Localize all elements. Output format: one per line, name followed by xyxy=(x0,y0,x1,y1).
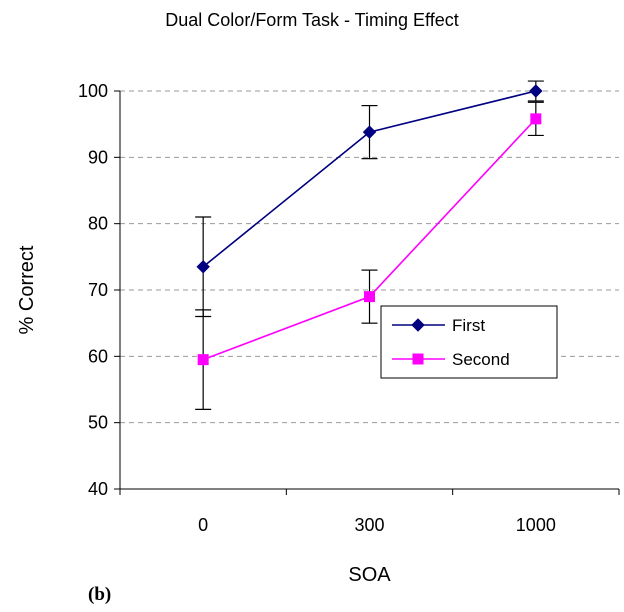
legend-box xyxy=(380,305,558,379)
legend-marker xyxy=(412,353,424,365)
series-second xyxy=(195,101,544,410)
data-point xyxy=(529,84,543,98)
data-point xyxy=(197,354,209,366)
series-layer xyxy=(195,80,544,410)
legend-label: Second xyxy=(452,350,510,369)
y-tick-label: 90 xyxy=(88,147,108,167)
data-point xyxy=(530,113,542,125)
data-point xyxy=(196,260,210,274)
y-tick-label: 70 xyxy=(88,280,108,300)
y-tick-label: 60 xyxy=(88,346,108,366)
x-tick-label: 300 xyxy=(354,515,384,535)
series-first xyxy=(195,80,544,318)
y-tick-label: 50 xyxy=(88,413,108,433)
panel-label: (b) xyxy=(88,584,112,605)
legend-label: First xyxy=(452,316,485,335)
legend: First Second xyxy=(380,305,558,379)
data-point xyxy=(364,291,375,303)
legend-marker xyxy=(411,318,425,332)
y-axis-title: % Correct xyxy=(16,245,38,334)
chart-title: Dual Color/Form Task - Timing Effect xyxy=(165,10,459,30)
x-axis-title: SOA xyxy=(348,564,391,586)
y-tick-label: 100 xyxy=(78,81,108,101)
data-point xyxy=(362,125,377,139)
x-tick-label: 1000 xyxy=(516,515,556,535)
x-tick-label: 0 xyxy=(198,515,208,535)
y-tick-label: 40 xyxy=(88,479,108,499)
y-tick-label: 80 xyxy=(88,214,108,234)
